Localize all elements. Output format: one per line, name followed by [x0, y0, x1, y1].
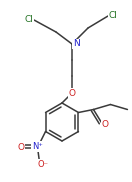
Text: N⁺: N⁺ [32, 142, 43, 151]
Text: Cl: Cl [25, 15, 33, 25]
Text: O⁻: O⁻ [37, 160, 48, 169]
Text: O: O [102, 120, 109, 129]
Text: O: O [69, 88, 76, 98]
Text: O: O [17, 143, 24, 152]
Text: N: N [73, 39, 79, 48]
Text: Cl: Cl [109, 11, 117, 21]
